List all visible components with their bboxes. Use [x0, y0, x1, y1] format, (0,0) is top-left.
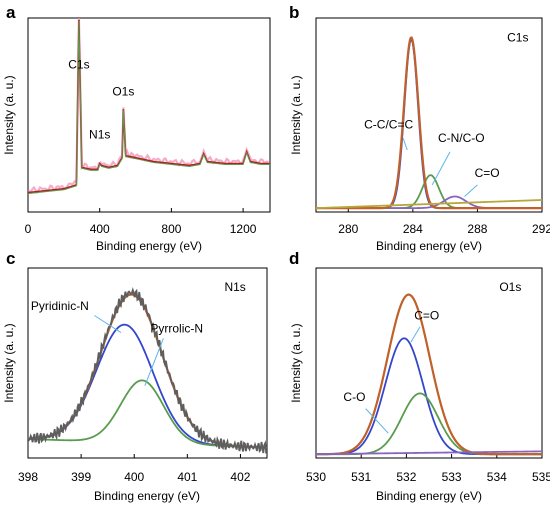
panel-letter: d	[289, 249, 299, 268]
x-tick-label: 535	[532, 470, 550, 484]
annotation-label: C-O	[343, 390, 365, 404]
curves	[28, 287, 267, 455]
y-axis-label: Intensity (a. u.)	[289, 323, 303, 402]
curves	[316, 293, 542, 456]
y-axis-label: Intensity (a. u.)	[2, 323, 16, 402]
series-line	[316, 450, 542, 456]
panel-d: d 530 531 532 533 534 535 Binding energy (eV) In…	[289, 249, 550, 503]
leader-line	[94, 315, 122, 334]
x-tick-label: 284	[403, 222, 423, 236]
series-noise	[28, 18, 269, 195]
x-axis-label: Binding energy (eV)	[94, 489, 200, 503]
annotation-label: C=O	[414, 308, 439, 322]
annotation-label: Pyrrolic-N	[150, 322, 203, 336]
x-tick-label: 399	[71, 470, 91, 484]
series-line	[28, 379, 267, 449]
x-axis-label: Binding energy (eV)	[96, 239, 202, 253]
x-tick-label: 530	[306, 470, 326, 484]
leader-line	[410, 326, 421, 343]
series-survey-green	[28, 20, 270, 195]
annotation-label: O1s	[112, 85, 134, 99]
x-tick-label: 280	[338, 222, 358, 236]
series-line	[316, 293, 542, 456]
x-tick-label: 400	[124, 470, 144, 484]
x-axis-label: Binding energy (eV)	[376, 239, 482, 253]
x-tick-label: 1200	[230, 222, 257, 236]
x-tick-label: 800	[161, 222, 181, 236]
panel-letter: a	[6, 3, 16, 22]
x-tick-label: 398	[18, 470, 38, 484]
panel-a: a 0 400 800 1200 Binding energy (eV) Intensity…	[2, 3, 271, 253]
plot-frame	[27, 267, 268, 459]
x-tick-label: 533	[442, 470, 462, 484]
panel-letter: b	[289, 3, 299, 22]
panel-letter: c	[6, 249, 15, 268]
plot-frame	[315, 17, 543, 213]
x-tick-label: 402	[230, 470, 250, 484]
series-line	[316, 36, 542, 210]
series-line	[316, 199, 542, 210]
x-tick-label: 534	[487, 470, 507, 484]
annotation-label: C-N/C-O	[438, 131, 485, 145]
y-axis-label: Intensity (a. u.)	[2, 75, 16, 154]
annotation-label: C=O	[475, 166, 500, 180]
leader-line	[402, 138, 408, 151]
x-tick-label: 0	[25, 222, 32, 236]
x-axis-label: Binding energy (eV)	[376, 489, 482, 503]
leader-line	[464, 184, 478, 197]
annotation-label: C-C/C=C	[364, 118, 413, 132]
panel-b: b 280 284 288 292 Binding energy (eV) Intensit…	[289, 3, 550, 253]
x-tick-label: 288	[467, 222, 487, 236]
annotation-label: C1s	[507, 30, 528, 44]
x-tick-label: 401	[177, 470, 197, 484]
annotation-label: O1s	[499, 280, 521, 294]
annotation-label: N1s	[89, 127, 110, 141]
series-line	[316, 38, 542, 210]
plot-frame	[315, 267, 543, 459]
x-tick-label: 400	[90, 222, 110, 236]
curves	[28, 18, 270, 195]
curves	[316, 36, 542, 210]
x-tick-label: 532	[396, 470, 416, 484]
leader-line	[144, 338, 164, 386]
leader-line	[431, 151, 451, 186]
x-tick-label: 531	[351, 470, 371, 484]
annotation-label: N1s	[224, 280, 245, 294]
annotation-label: Pyridinic-N	[31, 299, 89, 313]
plot-frame	[27, 17, 271, 213]
panel-c: c 398 399 400 401 402 Binding energy (eV) Inten…	[2, 249, 268, 503]
leader-line	[365, 408, 389, 434]
annotation-label: C1s	[68, 57, 89, 71]
y-axis-label: Intensity (a. u.)	[289, 75, 303, 154]
series-survey-red	[28, 19, 270, 194]
x-tick-label: 292	[532, 222, 550, 236]
series-line	[28, 287, 267, 455]
